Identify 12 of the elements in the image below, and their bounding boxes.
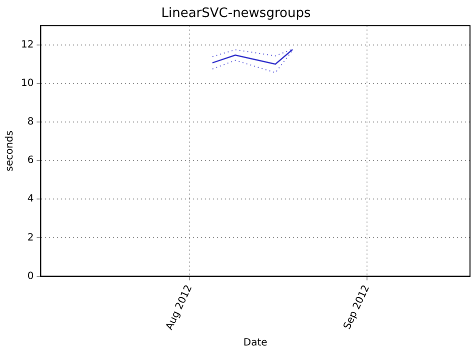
y-tick-label: 2 <box>27 232 34 244</box>
y-tick-label: 0 <box>27 270 34 282</box>
y-tick-label: 10 <box>20 78 34 90</box>
x-tick-label: Sep 2012 <box>342 284 372 332</box>
y-tick-label: 4 <box>27 194 34 205</box>
chart-title: LinearSVC-newsgroups <box>161 6 311 22</box>
x-tick-label: Aug 2012 <box>164 284 195 332</box>
y-tick-label: 6 <box>27 155 34 166</box>
y-tick-label: 12 <box>20 39 34 50</box>
x-axis-title: Date <box>243 338 268 349</box>
y-tick-label: 8 <box>27 116 34 128</box>
y-axis-title: seconds <box>4 130 16 172</box>
